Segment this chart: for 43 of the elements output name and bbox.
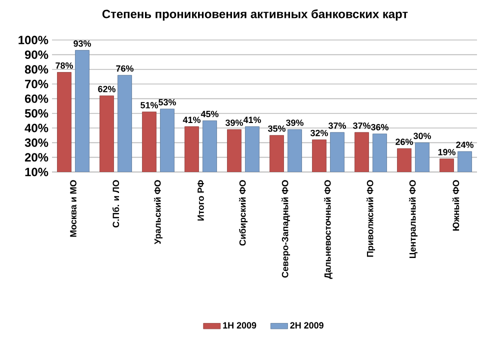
x-tick-label: Северо-Западный ФО — [281, 180, 290, 278]
data-label: 30% — [413, 132, 431, 140]
data-label: 37% — [328, 122, 346, 129]
data-label: 35% — [268, 125, 286, 132]
data-label: 39% — [286, 120, 304, 126]
data-label: 93% — [74, 40, 91, 47]
data-label: 51% — [140, 102, 158, 108]
data-label: 78% — [56, 62, 73, 69]
x-tick-label: Сибирский ФО — [238, 180, 248, 246]
y-tick-label: 80% — [24, 65, 48, 74]
data-label: 26% — [396, 138, 413, 146]
x-tick-label: Южный ФО — [452, 180, 460, 231]
data-label: 41% — [243, 116, 261, 124]
data-label: 62% — [98, 86, 116, 92]
x-tick-label: Уральский ФО — [154, 180, 163, 244]
y-tick-label: 70% — [25, 80, 48, 88]
data-label: 36% — [370, 124, 388, 130]
y-tick-label: 30% — [24, 138, 48, 147]
legend-label: 1H 2009 — [223, 322, 256, 329]
data-label: 24% — [456, 142, 474, 148]
legend-label: 2H 2009 — [290, 322, 324, 329]
y-tick-label: 40% — [24, 124, 48, 132]
data-label: 19% — [438, 148, 456, 156]
data-label: 76% — [116, 65, 134, 72]
y-tick-label: 100% — [18, 36, 48, 44]
data-label: 41% — [182, 116, 200, 124]
data-label: 37% — [352, 122, 370, 129]
data-label: 53% — [158, 99, 176, 106]
y-tick-label: 60% — [24, 94, 48, 103]
x-tick-label: Дальневосточный ФО — [324, 180, 332, 279]
y-tick-label: 10% — [25, 168, 48, 176]
x-tick-label: Центральный ФО — [408, 180, 418, 258]
x-tick-label: Москва и МО — [70, 180, 76, 237]
data-label: 45% — [200, 110, 218, 118]
x-tick-label: Итого РФ — [198, 180, 204, 220]
data-label: 32% — [310, 130, 328, 136]
data-label: 39% — [225, 120, 243, 126]
y-tick-label: 90% — [24, 50, 48, 59]
x-tick-label: Приволжский ФО — [366, 180, 376, 257]
chart-title: Степень проникновения активных банковских карт — [102, 9, 408, 21]
y-tick-label: 50% — [24, 109, 48, 118]
y-tick-label: 20% — [24, 153, 48, 162]
x-tick-label: С.Пб. и ЛО — [112, 180, 120, 228]
